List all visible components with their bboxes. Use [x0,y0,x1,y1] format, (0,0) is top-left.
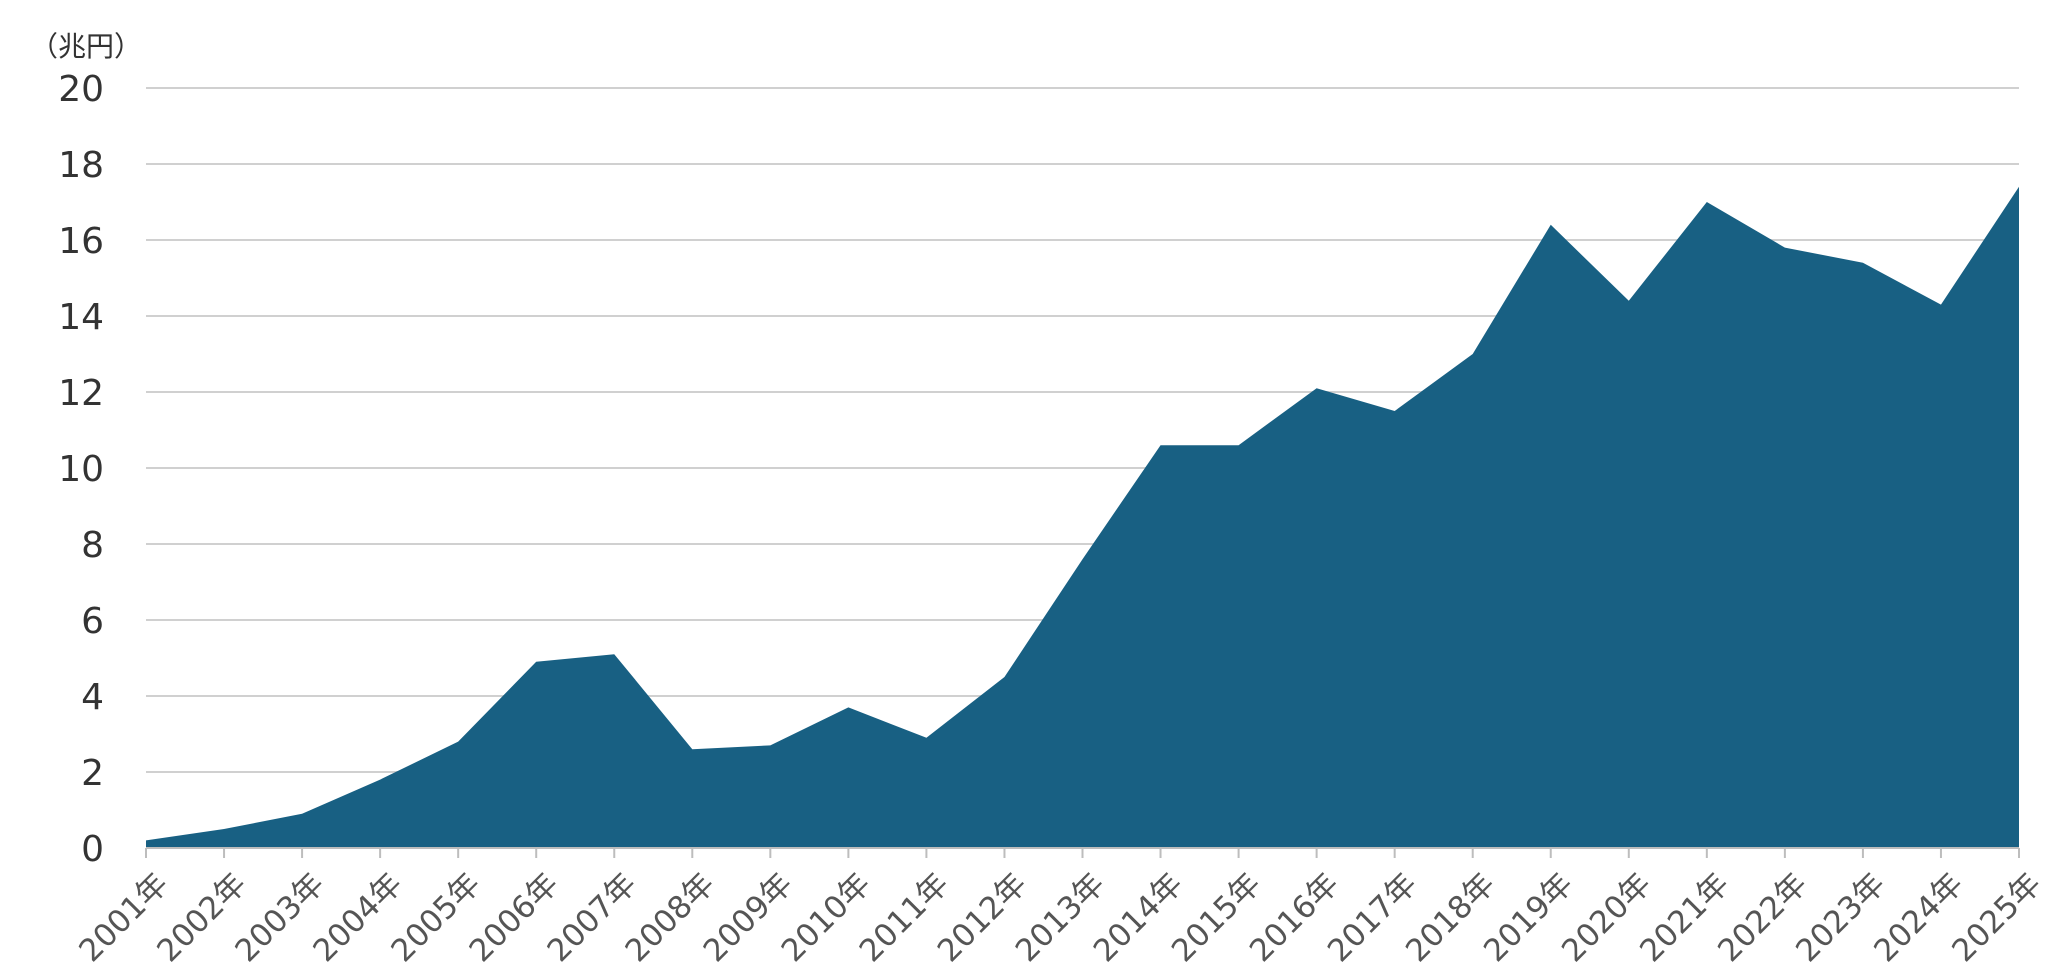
y-tick-label: 4 [81,677,104,718]
y-tick-label: 16 [58,221,104,262]
y-tick-label: 0 [81,829,104,870]
y-axis-unit-label: （兆円） [30,30,142,63]
y-tick-label: 8 [81,525,104,566]
x-tick-label: 2025年 [1945,866,2048,969]
gridlines [146,87,2019,773]
y-axis-tick-labels: 0 2 4 6 8 10 12 14 16 18 20 [58,69,104,870]
y-tick-label: 2 [81,753,104,794]
y-tick-label: 14 [58,297,104,338]
y-tick-label: 6 [81,601,104,642]
area-series [146,186,2019,849]
y-tick-label: 20 [58,69,104,110]
y-tick-label: 18 [58,145,104,186]
x-axis-tick-labels: 2001年2002年2003年2004年2005年2006年2007年2008年… [72,848,2049,969]
y-tick-label: 12 [58,373,104,414]
y-tick-label: 10 [58,449,104,490]
